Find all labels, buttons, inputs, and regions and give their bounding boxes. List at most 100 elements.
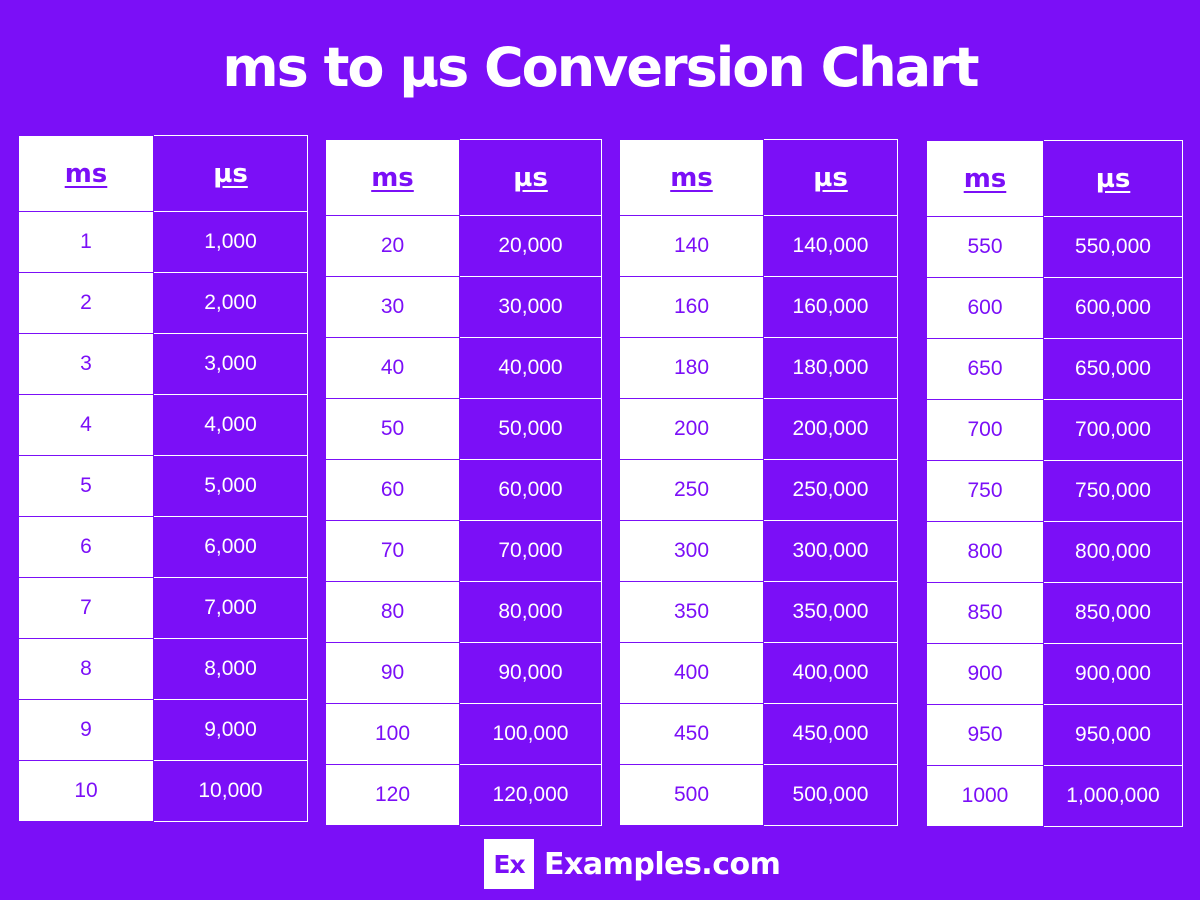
us-value: 1,000,000 — [1043, 765, 1183, 827]
table-row: 3 3,000 — [18, 333, 308, 395]
us-value: 300,000 — [763, 520, 898, 582]
us-value: 3,000 — [153, 333, 308, 395]
us-value: 40,000 — [459, 337, 602, 399]
us-value: 250,000 — [763, 459, 898, 521]
conversion-table: ms µs 20 20,000 30 30,000 40 40,000 50 50,000 60 6… — [325, 139, 602, 826]
ms-value: 950 — [926, 704, 1044, 766]
ms-value: 300 — [619, 520, 764, 582]
us-value: 70,000 — [459, 520, 602, 582]
table-row: 1000 1,000,000 — [926, 765, 1183, 827]
ms-value: 350 — [619, 581, 764, 643]
ms-header: ms — [619, 139, 764, 216]
us-value: 60,000 — [459, 459, 602, 521]
us-value: 200,000 — [763, 398, 898, 460]
ms-value: 40 — [325, 337, 460, 399]
table-row: 6 6,000 — [18, 516, 308, 578]
table-row: 180 180,000 — [619, 337, 898, 399]
table-row: 300 300,000 — [619, 520, 898, 582]
table-row: 700 700,000 — [926, 399, 1183, 461]
us-value: 2,000 — [153, 272, 308, 334]
table-row: 120 120,000 — [325, 764, 602, 826]
header-row: ms µs — [18, 135, 308, 212]
ms-value: 750 — [926, 460, 1044, 522]
ms-value: 60 — [325, 459, 460, 521]
us-value: 20,000 — [459, 215, 602, 277]
ms-value: 100 — [325, 703, 460, 765]
ms-value: 1 — [18, 211, 154, 273]
table-row: 80 80,000 — [325, 581, 602, 643]
table-row: 8 8,000 — [18, 638, 308, 700]
ms-value: 9 — [18, 699, 154, 761]
table-row: 90 90,000 — [325, 642, 602, 704]
ms-value: 400 — [619, 642, 764, 704]
ms-value: 120 — [325, 764, 460, 826]
us-value: 10,000 — [153, 760, 308, 822]
table-row: 140 140,000 — [619, 215, 898, 277]
table-row: 400 400,000 — [619, 642, 898, 704]
us-value: 90,000 — [459, 642, 602, 704]
table-row: 650 650,000 — [926, 338, 1183, 400]
table-row: 100 100,000 — [325, 703, 602, 765]
ms-value: 2 — [18, 272, 154, 334]
table-row: 750 750,000 — [926, 460, 1183, 522]
ms-value: 160 — [619, 276, 764, 338]
table-row: 70 70,000 — [325, 520, 602, 582]
ms-value: 90 — [325, 642, 460, 704]
ms-value: 20 — [325, 215, 460, 277]
table-row: 350 350,000 — [619, 581, 898, 643]
table-row: 500 500,000 — [619, 764, 898, 826]
us-header: µs — [459, 139, 602, 216]
table-row: 9 9,000 — [18, 699, 308, 761]
ms-value: 50 — [325, 398, 460, 460]
ms-value: 30 — [325, 276, 460, 338]
table-row: 600 600,000 — [926, 277, 1183, 339]
header-row: ms µs — [619, 139, 898, 216]
header-row: ms µs — [325, 139, 602, 216]
table-row: 550 550,000 — [926, 216, 1183, 278]
ms-value: 80 — [325, 581, 460, 643]
us-value: 9,000 — [153, 699, 308, 761]
us-value: 400,000 — [763, 642, 898, 704]
table-row: 850 850,000 — [926, 582, 1183, 644]
brand: Ex Examples.com — [484, 838, 781, 890]
us-value: 180,000 — [763, 337, 898, 399]
ms-value: 8 — [18, 638, 154, 700]
table-row: 950 950,000 — [926, 704, 1183, 766]
table-row: 20 20,000 — [325, 215, 602, 277]
us-value: 160,000 — [763, 276, 898, 338]
us-value: 80,000 — [459, 581, 602, 643]
ms-value: 200 — [619, 398, 764, 460]
table-row: 40 40,000 — [325, 337, 602, 399]
us-value: 6,000 — [153, 516, 308, 578]
ms-value: 600 — [926, 277, 1044, 339]
ms-value: 140 — [619, 215, 764, 277]
table-row: 900 900,000 — [926, 643, 1183, 705]
us-value: 100,000 — [459, 703, 602, 765]
table-row: 200 200,000 — [619, 398, 898, 460]
conversion-table: ms µs 1 1,000 2 2,000 3 3,000 4 4,000 5 5,000 6 6,00… — [18, 135, 308, 822]
header-row: ms µs — [926, 140, 1183, 217]
us-value: 800,000 — [1043, 521, 1183, 583]
ms-value: 7 — [18, 577, 154, 639]
us-value: 4,000 — [153, 394, 308, 456]
ms-value: 10 — [18, 760, 154, 822]
brand-name: Examples.com — [544, 846, 781, 882]
table-row: 7 7,000 — [18, 577, 308, 639]
ms-value: 900 — [926, 643, 1044, 705]
ms-value: 850 — [926, 582, 1044, 644]
ms-value: 3 — [18, 333, 154, 395]
table-row: 30 30,000 — [325, 276, 602, 338]
page-title: ms to µs Conversion Chart — [222, 36, 979, 99]
table-row: 10 10,000 — [18, 760, 308, 822]
ms-header: ms — [325, 139, 460, 216]
us-value: 950,000 — [1043, 704, 1183, 766]
us-value: 140,000 — [763, 215, 898, 277]
conversion-table: ms µs 550 550,000 600 600,000 650 650,000 700 70… — [926, 140, 1183, 827]
ms-value: 70 — [325, 520, 460, 582]
table-row: 50 50,000 — [325, 398, 602, 460]
table-row: 1 1,000 — [18, 211, 308, 273]
ms-value: 450 — [619, 703, 764, 765]
ms-value: 650 — [926, 338, 1044, 400]
us-value: 600,000 — [1043, 277, 1183, 339]
us-value: 8,000 — [153, 638, 308, 700]
